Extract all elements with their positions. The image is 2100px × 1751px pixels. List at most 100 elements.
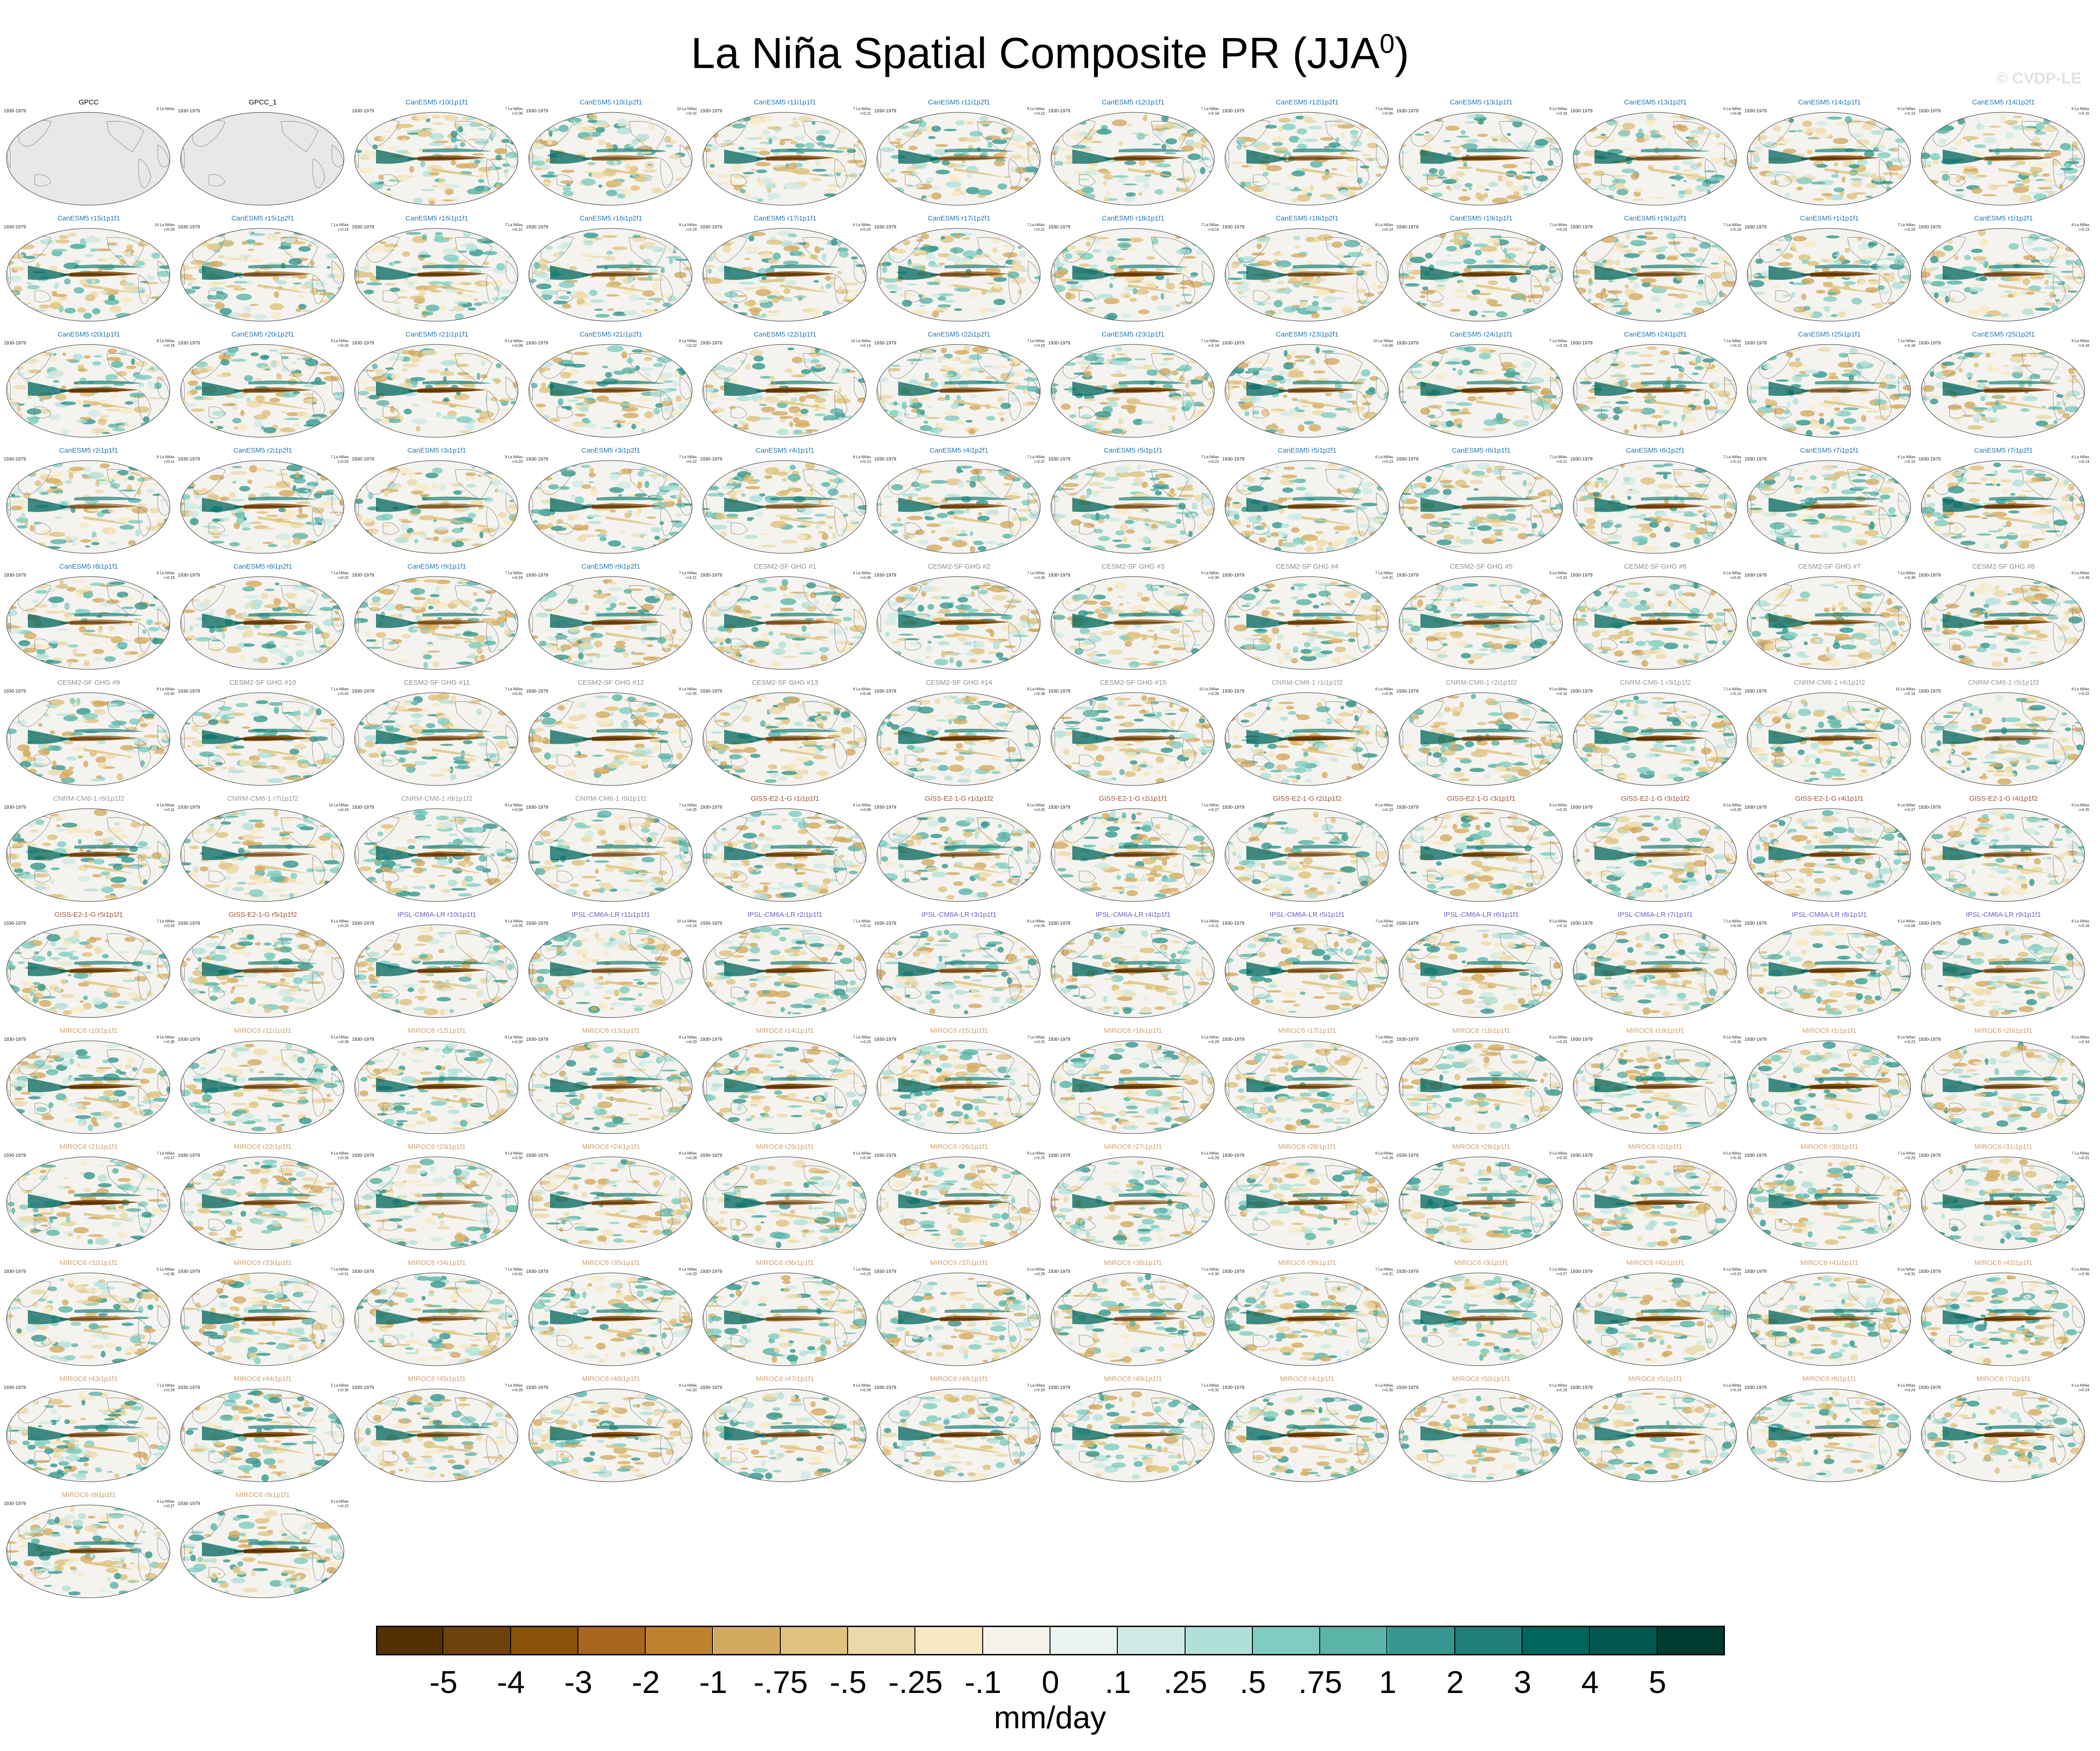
anomaly-blob [935, 144, 948, 147]
anomaly-blob [6, 241, 11, 243]
anomaly-blob [439, 305, 446, 312]
anomaly-blob [1297, 424, 1305, 432]
anomaly-blob [1022, 167, 1039, 173]
anomaly-blob [751, 232, 766, 237]
anomaly-blob [1204, 428, 1214, 431]
anomaly-blob [1983, 314, 1993, 317]
anomaly-blob [1457, 369, 1463, 376]
anomaly-blob [1164, 152, 1177, 155]
anomaly-blob [1282, 123, 1296, 130]
anomaly-blob [1867, 143, 1883, 147]
panel-title: CanESM5 r16i1p2f1 [525, 214, 697, 223]
anomaly-blob [723, 140, 732, 143]
anomaly-blob [687, 408, 692, 413]
anomaly-blob [276, 373, 282, 380]
anomaly-blob [1320, 137, 1334, 141]
panel-event-count: 9 La Niñas [331, 339, 349, 344]
anomaly-blob [923, 421, 928, 424]
anomaly-blob [1248, 118, 1259, 123]
anomaly-blob [1468, 187, 1472, 190]
anomaly-blob [836, 147, 852, 150]
anomaly-blob [190, 422, 202, 428]
anomaly-blob [1610, 301, 1624, 305]
anomaly-blob [943, 129, 957, 131]
panel-stat: 8 La Niñas r=0.13 [1898, 107, 1915, 116]
anomaly-blob [1640, 250, 1645, 253]
map-border [1573, 112, 1737, 206]
panel-pattern-correlation: r=0.20 [853, 227, 871, 232]
anomaly-blob [576, 291, 585, 298]
anomaly-blob [441, 360, 457, 366]
anomaly-blob [1408, 315, 1422, 318]
anomaly-blob [1722, 293, 1727, 298]
coastline [1079, 174, 1096, 187]
anomaly-blob [1877, 270, 1884, 277]
anomaly-blob [1127, 281, 1143, 283]
anomaly-blob [1020, 245, 1033, 248]
anomaly-blob [614, 311, 625, 314]
anomaly-blob [542, 354, 549, 360]
anomaly-blob [360, 266, 370, 271]
anomaly-blob [1946, 116, 1952, 121]
anomaly-blob [1368, 113, 1374, 120]
anomaly-blob [1294, 359, 1305, 362]
anomaly-blob [965, 420, 973, 423]
anomaly-blob [979, 116, 989, 121]
anomaly-blob [841, 368, 848, 375]
anomaly-blob [449, 119, 454, 122]
anomaly-blob [1655, 309, 1661, 313]
panel-period: 1930-1979 [1744, 109, 1767, 114]
anomaly-blob [1445, 361, 1461, 365]
anomaly-blob [1492, 138, 1498, 142]
anomaly-blob [1784, 192, 1791, 198]
anomaly-blob [2004, 290, 2012, 293]
anomaly-blob [954, 350, 970, 355]
anomaly-blob [831, 238, 838, 246]
anomaly-blob [1529, 385, 1541, 390]
equatorial-dry-core [583, 157, 652, 160]
anomaly-blob [1885, 306, 1900, 309]
anomaly-blob [1204, 421, 1214, 425]
anomaly-blob [754, 399, 764, 404]
anomaly-blob [1341, 132, 1345, 139]
anomaly-blob [315, 281, 326, 287]
anomaly-blob [500, 289, 514, 293]
anomaly-blob [1312, 300, 1319, 306]
panel-title: CanESM5 r11i1p1f1 [699, 98, 871, 107]
anomaly-blob [748, 196, 759, 200]
anomaly-blob [970, 395, 979, 398]
map-border [1225, 228, 1389, 322]
anomaly-blob [1857, 159, 1868, 166]
anomaly-blob [1195, 422, 1205, 425]
anomaly-blob [104, 299, 120, 305]
anomaly-blob [851, 301, 862, 306]
anomaly-blob [1342, 255, 1351, 258]
anomaly-blob [674, 272, 687, 279]
anomaly-blob [148, 381, 153, 387]
anomaly-blob [1456, 402, 1472, 406]
anomaly-blob [1814, 270, 1819, 272]
map-border [1573, 228, 1737, 322]
panel-title: CanESM5 r20i1p1f1 [3, 331, 175, 339]
anomaly-blob [669, 154, 681, 160]
anomaly-blob [1777, 239, 1784, 242]
anomaly-blob [1498, 397, 1506, 401]
anomaly-blob [1360, 182, 1371, 187]
anomaly-blob [1051, 275, 1060, 277]
anomaly-blob [2065, 278, 2080, 281]
anomaly-blob [1399, 357, 1406, 360]
anomaly-blob [129, 229, 144, 235]
anomaly-blob [594, 308, 603, 311]
anomaly-blob [97, 418, 107, 425]
anomaly-blob [745, 246, 760, 251]
anomaly-blob [189, 266, 203, 269]
anomaly-blob [1004, 175, 1011, 178]
wet-itcz-band [74, 264, 144, 268]
anomaly-blob [93, 355, 102, 357]
anomaly-blob [1103, 196, 1108, 203]
anomaly-blob [1890, 158, 1905, 162]
anomaly-blob [55, 394, 67, 401]
anomaly-blob [1409, 256, 1426, 263]
anomaly-blob [238, 423, 247, 430]
panel-pattern-correlation: r=0.05 [1375, 111, 1393, 116]
